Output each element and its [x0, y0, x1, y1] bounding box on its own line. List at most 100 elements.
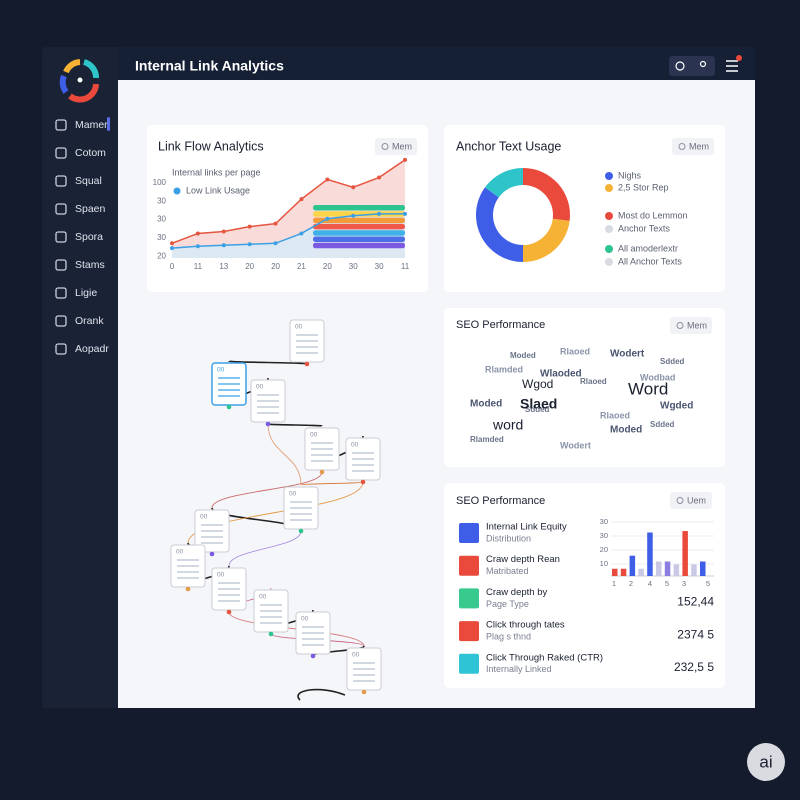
doc-label: 00 — [200, 514, 208, 521]
point — [299, 197, 304, 202]
flow-band — [313, 242, 405, 249]
cloud-word: Wlaoded — [540, 369, 582, 380]
card-button-label[interactable]: Uem — [687, 495, 706, 505]
x-tick-label: 3 — [682, 579, 686, 588]
doc-port — [310, 653, 316, 659]
nav-label[interactable]: Cotom — [75, 147, 106, 159]
metric-swatch — [459, 523, 479, 543]
cloud-word: Rlaoed — [560, 346, 590, 356]
doc-label: 00 — [310, 432, 318, 439]
card-button[interactable] — [670, 492, 712, 509]
doc-port — [185, 586, 191, 592]
nav-label[interactable]: Spora — [75, 231, 103, 243]
y-tick-label: 20 — [600, 545, 608, 554]
legend-dot — [605, 212, 613, 220]
doc-label: 00 — [217, 572, 225, 579]
flow-band — [313, 223, 405, 230]
nav-icon[interactable] — [55, 119, 67, 131]
donut-segment — [523, 168, 570, 221]
menu-icon[interactable] — [726, 60, 738, 72]
metric-swatch — [459, 621, 479, 642]
y-tick-label: 30 — [157, 215, 166, 224]
metric-label: Internal Link Equity — [486, 522, 567, 533]
point — [325, 177, 330, 182]
cloud-word: Rlaoed — [600, 410, 630, 420]
card-button-label[interactable]: Mem — [689, 141, 709, 151]
line — [171, 159, 406, 244]
card-button-label[interactable]: Mem — [392, 141, 412, 151]
point — [195, 231, 200, 236]
card-button[interactable] — [670, 317, 712, 334]
point — [247, 224, 252, 229]
cloud-word: Sdded — [650, 420, 675, 429]
user-icon[interactable] — [699, 60, 707, 68]
cloud-word: Rlaoed — [580, 377, 607, 386]
metric-swatch — [459, 555, 479, 576]
point — [170, 246, 174, 251]
x-tick-label: 5 — [665, 579, 669, 588]
nav-icon[interactable] — [55, 343, 67, 355]
metric-label: Click Through Raked (CTR) — [486, 652, 603, 663]
nav-label[interactable]: Ligie — [75, 287, 97, 299]
link-edge — [228, 530, 302, 567]
y-tick-label: 30 — [157, 233, 166, 242]
point — [325, 216, 330, 221]
clock-icon[interactable] — [675, 61, 685, 71]
nav-icon[interactable] — [55, 287, 67, 299]
notification-dot — [736, 55, 742, 61]
nav-icon[interactable] — [55, 259, 67, 271]
point — [377, 211, 382, 216]
legend-label: Anchor Texts — [618, 223, 670, 233]
card-button-label[interactable]: Mem — [687, 320, 707, 330]
card-button[interactable] — [672, 138, 714, 155]
bar — [673, 564, 680, 576]
bar — [647, 532, 653, 576]
metric-sub: Plag s thnd — [486, 631, 531, 641]
metric-label: Craw depth Rean — [486, 554, 560, 565]
x-tick-label: 1 — [612, 579, 616, 588]
doc-label: 00 — [289, 491, 297, 498]
legend-dot — [605, 172, 613, 180]
metric-value: 232,5 5 — [674, 660, 714, 674]
nav-icon[interactable] — [55, 203, 67, 215]
cloud-word: Wodbad — [640, 372, 675, 382]
metric-value: 2374 5 — [677, 627, 714, 641]
nav-label[interactable]: Aopadr — [75, 343, 109, 355]
y-tick-label: 30 — [157, 196, 166, 205]
nav-label[interactable]: Mamer — [75, 119, 108, 131]
x-tick-label: 13 — [219, 262, 228, 271]
x-tick-label: 21 — [297, 262, 306, 271]
nav-label[interactable]: Stams — [75, 259, 105, 271]
search-icon — [676, 322, 684, 329]
point — [273, 221, 278, 226]
search-icon — [381, 143, 389, 150]
x-tick-label: 0 — [170, 262, 175, 271]
cloud-word-big: word — [492, 417, 523, 433]
doc-port — [319, 469, 325, 475]
line — [171, 213, 405, 249]
doc-port — [298, 528, 304, 534]
nav-label[interactable]: Squal — [75, 175, 102, 187]
cloud-word: Wodert — [610, 349, 645, 360]
link-edge — [211, 471, 323, 509]
legend-dot — [605, 184, 613, 192]
point — [170, 241, 174, 246]
card-title: SEO Performance — [456, 319, 545, 331]
x-tick-label: 20 — [245, 262, 254, 271]
nav-label[interactable]: Orank — [75, 315, 104, 327]
nav-label[interactable]: Spaen — [75, 203, 106, 215]
nav-icon[interactable] — [55, 147, 67, 159]
nav-icon[interactable] — [55, 315, 67, 327]
point — [221, 229, 226, 234]
bar — [620, 568, 627, 576]
nav-icon[interactable] — [55, 231, 67, 243]
card-seo — [444, 483, 725, 688]
nav-icon[interactable] — [55, 175, 67, 187]
cloud-word: Rlamded — [470, 435, 504, 444]
cloud-word: Wodert — [560, 440, 591, 450]
search-icon — [678, 143, 686, 150]
chart-subtitle: Internal links per page — [172, 167, 261, 177]
card-button[interactable] — [375, 138, 417, 155]
metric-swatch — [459, 653, 479, 674]
doc-port — [226, 404, 232, 410]
